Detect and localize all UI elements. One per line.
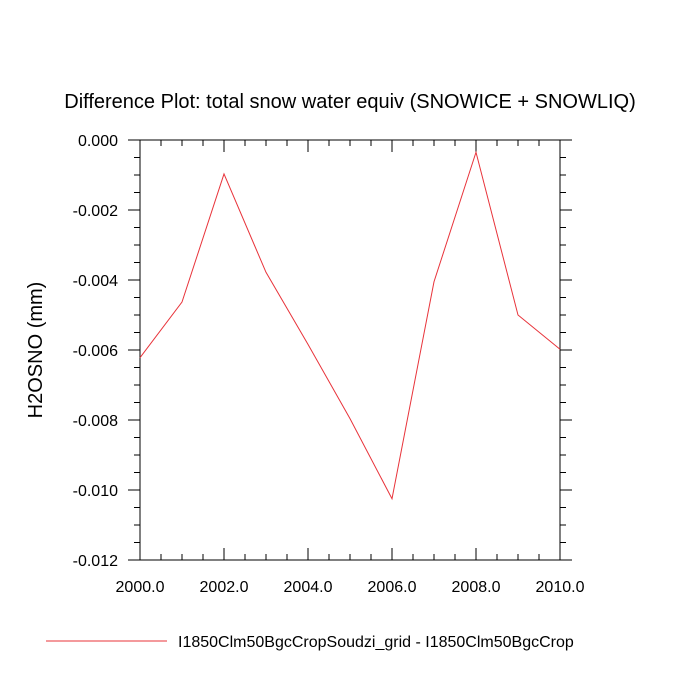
y-axis-label: H2OSNO (mm) (25, 282, 47, 419)
y-tick-labels: 0.000 -0.002 -0.004 -0.006 -0.008 -0.010 -0.01… (73, 133, 118, 570)
y-tick-label: -0.004 (73, 273, 118, 290)
y-tick-label: -0.006 (73, 343, 118, 360)
y-tick-label: -0.010 (73, 483, 118, 500)
y-tick-label: 0.000 (78, 133, 118, 150)
series-group (139, 150, 561, 501)
series-line-0 (139, 150, 561, 501)
y-tick-label: -0.002 (73, 203, 118, 220)
y-tick-label: -0.008 (73, 413, 118, 430)
x-tick-label: 2000.0 (116, 579, 165, 596)
x-tick-labels: 2000.0 2002.0 2004.0 2006.0 2008.0 2010.0 (116, 579, 585, 596)
legend: I1850Clm50BgcCropSoudzi_grid - I1850Clm5… (46, 634, 574, 651)
x-tick-label: 2004.0 (284, 579, 333, 596)
legend-entry-label: I1850Clm50BgcCropSoudzi_grid - I1850Clm5… (178, 634, 574, 651)
x-tick-label: 2006.0 (368, 579, 417, 596)
x-tick-label: 2010.0 (536, 579, 585, 596)
plot-frame (139, 139, 561, 561)
y-tick-label: -0.012 (73, 553, 118, 570)
x-tick-label: 2002.0 (200, 579, 249, 596)
chart-title: Difference Plot: total snow water equiv … (64, 91, 635, 113)
x-tick-label: 2008.0 (452, 579, 501, 596)
